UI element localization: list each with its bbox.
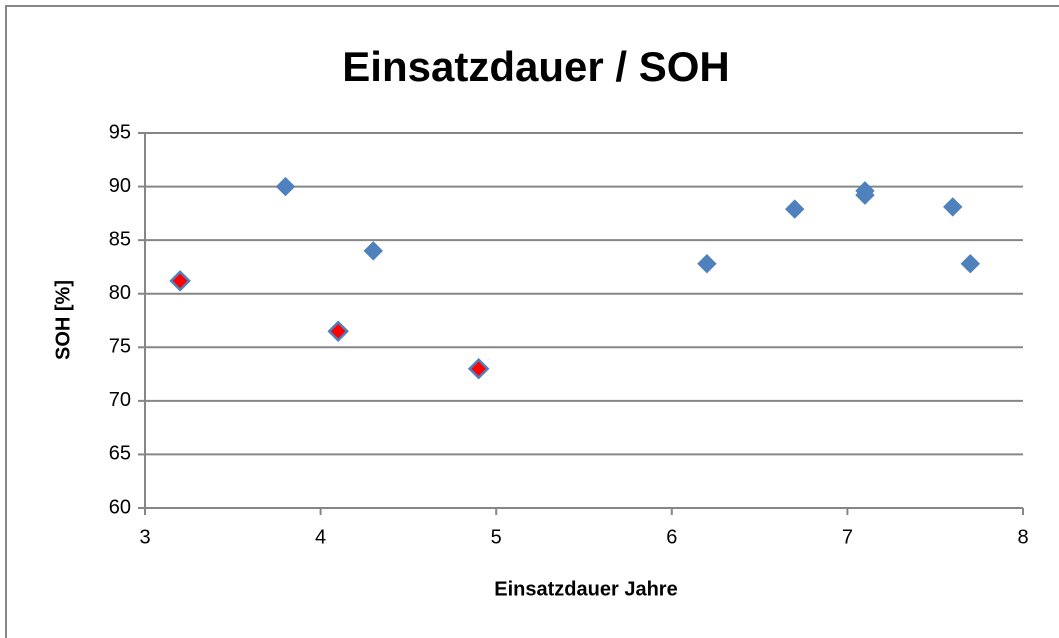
y-tick-label: 95 xyxy=(109,121,131,143)
x-tick-label: 8 xyxy=(1017,526,1028,548)
chart-border xyxy=(5,5,1059,638)
point xyxy=(327,320,349,342)
point xyxy=(467,357,490,380)
point xyxy=(943,197,963,217)
x-tick-label: 4 xyxy=(315,526,326,548)
point xyxy=(363,241,383,261)
y-tick-label: 90 xyxy=(109,175,131,197)
point xyxy=(697,254,717,274)
point xyxy=(855,185,875,205)
x-tick-label: 5 xyxy=(491,526,502,548)
y-tick-label: 70 xyxy=(109,389,131,411)
y-tick-label: 65 xyxy=(109,443,131,465)
chart-title: Einsatzdauer / SOH xyxy=(342,43,729,90)
x-tick-label: 3 xyxy=(139,526,150,548)
y-axis-label: SOH [%] xyxy=(52,280,74,360)
point xyxy=(960,254,981,274)
y-tick-label: 85 xyxy=(109,228,131,250)
point xyxy=(275,176,296,197)
point xyxy=(785,199,805,219)
x-tick-label: 6 xyxy=(666,526,677,548)
y-tick-label: 60 xyxy=(109,496,131,518)
x-axis-label: Einsatzdauer Jahre xyxy=(494,578,677,600)
y-tick-label: 75 xyxy=(109,336,131,358)
y-tick-label: 80 xyxy=(109,282,131,304)
x-tick-label: 7 xyxy=(842,526,853,548)
point xyxy=(169,270,191,292)
